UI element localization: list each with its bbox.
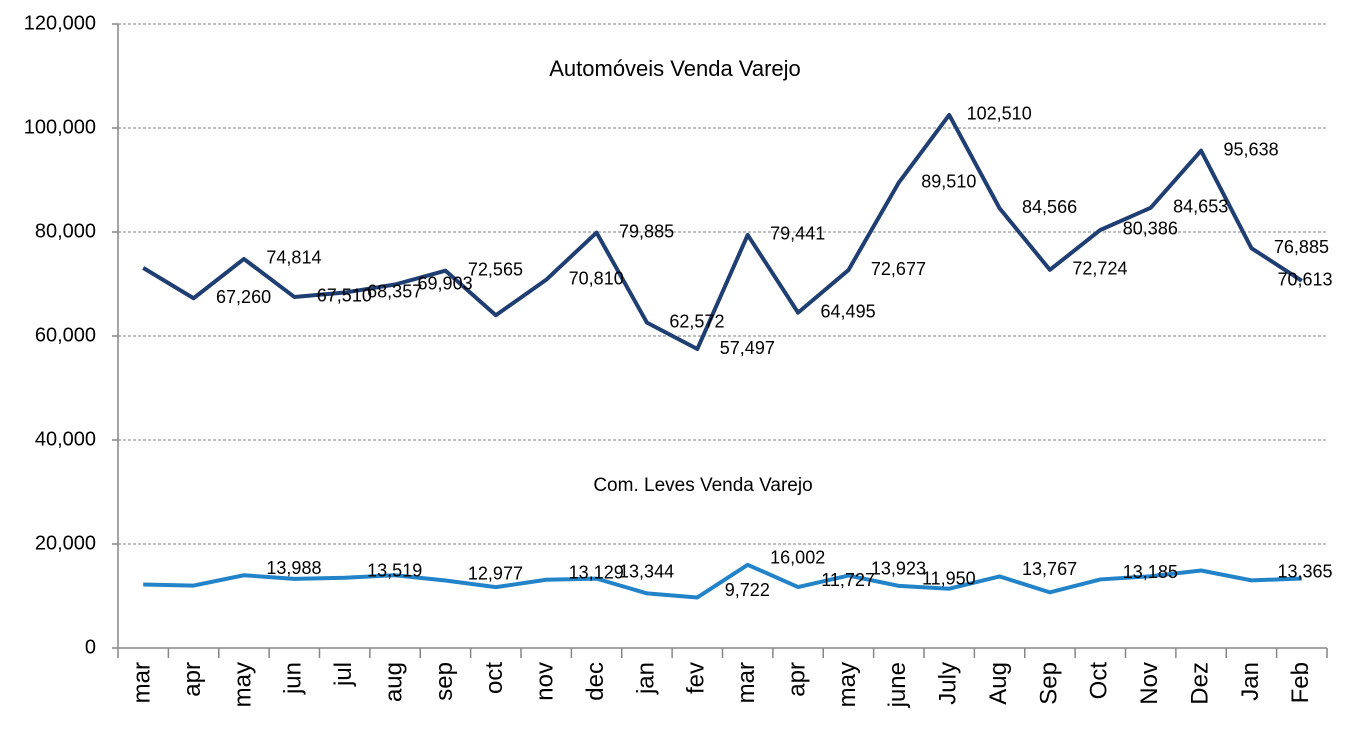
x-tick-label: may — [229, 662, 256, 707]
data-label: 72,724 — [1072, 259, 1127, 279]
data-label: 13,344 — [619, 561, 674, 581]
data-label: 16,002 — [770, 548, 825, 568]
x-tick-label: July — [935, 662, 962, 705]
data-label: 69,903 — [418, 273, 473, 293]
data-label: 68,357 — [367, 281, 422, 301]
data-label: 64,495 — [821, 301, 876, 321]
x-tick-label: apr — [179, 662, 206, 697]
x-tick-label: jul — [330, 662, 357, 687]
y-tick-label: 80,000 — [35, 220, 96, 242]
x-tick-label: jan — [632, 662, 659, 695]
x-tick-label: oct — [481, 662, 508, 694]
x-tick-label: Oct — [1086, 662, 1113, 700]
data-label: 12,977 — [468, 563, 523, 583]
data-label: 11,727 — [821, 570, 875, 590]
x-tick-label: Aug — [985, 662, 1012, 705]
data-label: 79,885 — [619, 221, 674, 241]
y-tick-label: 20,000 — [35, 532, 96, 554]
data-label: 84,653 — [1173, 197, 1228, 217]
data-label: 9,722 — [725, 580, 770, 600]
data-label: 13,988 — [266, 558, 321, 578]
data-label: 89,510 — [921, 171, 976, 191]
data-label: 67,510 — [317, 286, 372, 306]
data-label: 67,260 — [216, 287, 271, 307]
x-tick-label: jun — [280, 662, 307, 695]
data-label: 11,950 — [922, 569, 976, 589]
x-tick-label: mar — [129, 662, 156, 703]
series-title: Com. Leves Venda Varejo — [593, 475, 812, 496]
data-label: 13,365 — [1277, 561, 1332, 581]
data-label: 13,129 — [569, 562, 624, 582]
series-line — [142, 112, 1303, 352]
data-label: 76,885 — [1274, 237, 1329, 257]
y-tick-label: 100,000 — [24, 116, 96, 138]
series-title: Automóveis Venda Varejo — [549, 56, 801, 81]
data-label: 72,565 — [468, 259, 523, 279]
x-tick-label: Dez — [1186, 662, 1213, 705]
data-label: 84,566 — [1022, 197, 1077, 217]
data-label: 13,767 — [1022, 559, 1077, 579]
x-tick-label: may — [834, 662, 861, 707]
data-label: 74,814 — [266, 248, 321, 268]
data-label: 79,441 — [770, 224, 825, 244]
x-tick-label: Feb — [1287, 662, 1314, 703]
x-tick-label: Jan — [1237, 662, 1264, 701]
x-tick-label: june — [884, 662, 911, 708]
y-tick-label: 0 — [85, 636, 96, 658]
x-tick-label: mar — [733, 662, 760, 703]
x-tick-label: fev — [683, 662, 710, 694]
data-label: 95,638 — [1224, 139, 1279, 159]
x-tick-label: Sep — [1035, 662, 1062, 705]
data-label: 70,613 — [1277, 270, 1332, 290]
y-tick-label: 120,000 — [24, 12, 96, 34]
x-tick-label: aug — [380, 662, 407, 702]
y-tick-label: 60,000 — [35, 324, 96, 346]
x-tick-label: apr — [783, 662, 810, 697]
x-tick-label: Nov — [1136, 662, 1163, 705]
data-label: 13,185 — [1123, 562, 1178, 582]
data-label: 102,510 — [967, 104, 1032, 124]
data-label: 70,810 — [569, 269, 624, 289]
data-label: 57,497 — [720, 338, 775, 358]
y-tick-label: 40,000 — [35, 428, 96, 450]
data-label: 13,923 — [871, 558, 926, 578]
data-label: 62,572 — [669, 311, 724, 331]
data-label: 13,519 — [367, 560, 422, 580]
data-label: 72,677 — [871, 259, 926, 279]
x-tick-label: nov — [532, 662, 559, 701]
x-tick-label: sep — [431, 662, 458, 701]
data-label: 80,386 — [1123, 219, 1178, 239]
series-line — [143, 562, 1302, 600]
x-tick-label: dec — [582, 662, 609, 701]
